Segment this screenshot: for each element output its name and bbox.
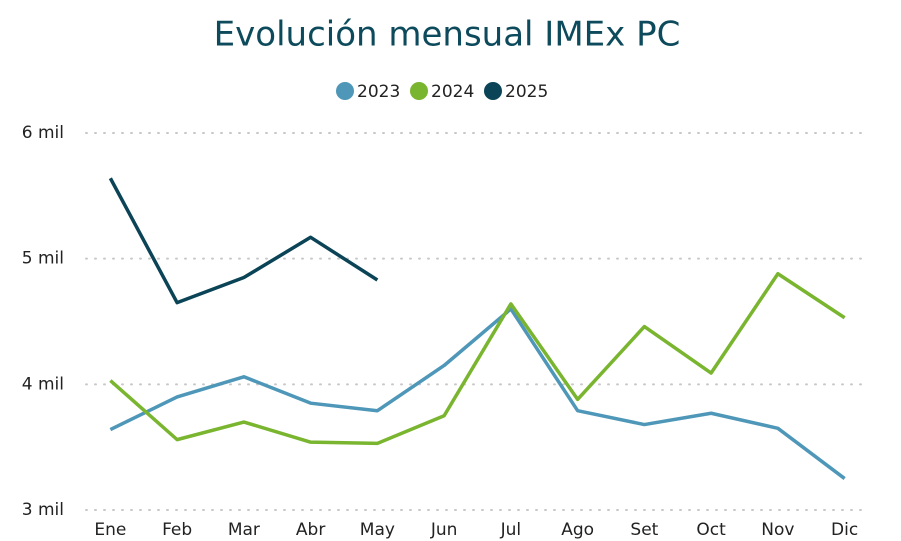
legend-marker	[484, 82, 502, 100]
x-tick-label: Nov	[761, 520, 794, 540]
series-line	[109, 271, 846, 446]
x-tick-label: Mar	[228, 520, 260, 540]
series-line	[109, 307, 846, 480]
x-tick-label: Feb	[162, 520, 192, 540]
x-tick-label: Jun	[430, 520, 458, 540]
y-tick-label: 4 mil	[22, 374, 64, 394]
legend-label: 2025	[505, 82, 548, 102]
y-tick-label: 3 mil	[22, 500, 64, 520]
chart-title: Evolución mensual IMEx PC	[214, 15, 681, 55]
y-tick-label: 6 mil	[22, 123, 64, 143]
legend-label: 2023	[357, 82, 400, 102]
y-tick-label: 5 mil	[22, 249, 64, 269]
legend-marker	[410, 82, 428, 100]
x-tick-label: Set	[630, 520, 658, 540]
x-tick-label: May	[360, 520, 395, 540]
legend-label: 2024	[431, 82, 474, 102]
x-tick-label: Ago	[561, 520, 594, 540]
x-tick-label: Dic	[831, 520, 858, 540]
x-tick-label: Oct	[696, 520, 726, 540]
x-tick-label: Jul	[500, 520, 522, 540]
x-tick-label: Abr	[296, 520, 325, 540]
x-tick-label: Ene	[94, 520, 126, 540]
legend-marker	[336, 82, 354, 100]
series-line	[108, 177, 379, 305]
